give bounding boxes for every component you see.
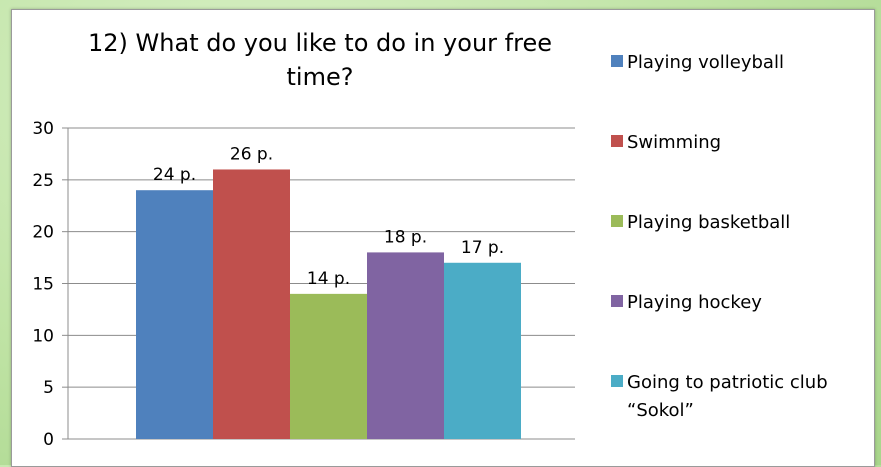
legend-label: Playing volleyball xyxy=(627,52,784,73)
legend-swatch xyxy=(611,295,623,307)
bar xyxy=(444,262,521,439)
y-tick-label: 5 xyxy=(43,378,54,398)
y-tick-label: 10 xyxy=(32,326,54,346)
data-label: 18 p. xyxy=(384,227,427,247)
legend-swatch xyxy=(611,135,623,147)
bar xyxy=(213,169,290,439)
y-tick-label: 0 xyxy=(43,430,54,450)
legend-label: Going to patriotic club xyxy=(627,372,828,393)
data-label: 14 p. xyxy=(307,269,350,289)
y-tick-label: 20 xyxy=(32,223,54,243)
legend: Playing volleyball Swimming Playing basket… xyxy=(611,52,828,421)
y-tick-label: 30 xyxy=(32,119,54,139)
data-label: 24 p. xyxy=(153,165,196,185)
data-labels: 24 p. 26 p. 14 p. 18 p. 17 p. xyxy=(153,144,504,288)
legend-label: Playing hockey xyxy=(627,292,762,313)
bars xyxy=(136,169,521,439)
legend-label-line2: “Sokol” xyxy=(627,400,694,421)
legend-swatch xyxy=(611,375,623,387)
bar xyxy=(136,190,213,439)
y-axis: 0 5 10 15 20 25 30 xyxy=(32,119,69,450)
data-label: 26 p. xyxy=(230,144,273,164)
legend-label: Playing basketball xyxy=(627,212,790,233)
data-label: 17 p. xyxy=(461,238,504,258)
chart-title: 12) What do you like to do in your free … xyxy=(88,29,552,91)
legend-swatch xyxy=(611,55,623,67)
legend-swatch xyxy=(611,215,623,227)
y-tick-label: 25 xyxy=(32,171,54,191)
y-tick-label: 15 xyxy=(32,275,54,295)
bar xyxy=(367,252,444,439)
bar xyxy=(290,293,367,439)
legend-label: Swimming xyxy=(627,132,721,153)
